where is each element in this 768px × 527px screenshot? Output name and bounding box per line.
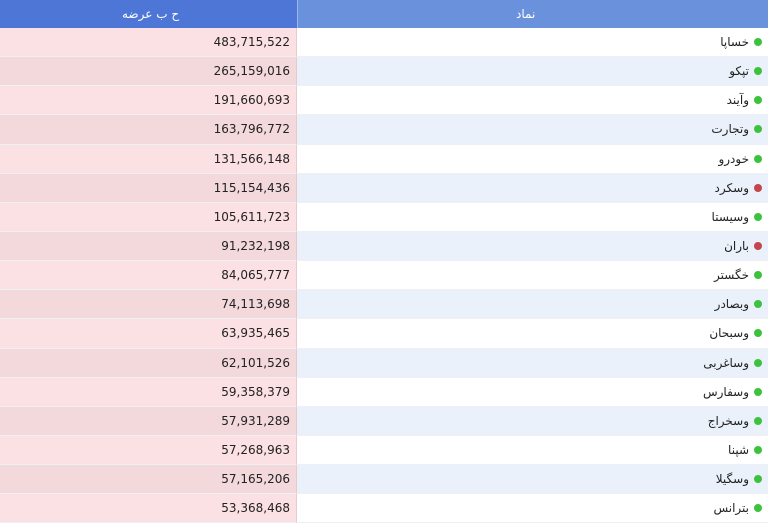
green-dot-icon — [754, 446, 762, 455]
value-cell: 63,935,465 — [0, 319, 297, 349]
symbol-label[interactable]: وسیستا — [711, 209, 749, 224]
table-row[interactable]: 57,165,206 وسگیلا — [0, 465, 768, 495]
symbol-cell[interactable]: خگستر — [297, 261, 768, 291]
value-cell: 53,368,468 — [0, 494, 297, 524]
value-cell: 105,611,723 — [0, 202, 297, 232]
symbol-cell[interactable]: شپنا — [297, 435, 768, 466]
table-row[interactable]: 57,268,963 شپنا — [0, 435, 768, 466]
symbol-label[interactable]: وتجارت — [711, 122, 749, 137]
value-cell: 62,101,526 — [0, 348, 297, 378]
value-cell: 191,660,693 — [0, 86, 297, 116]
symbol-label[interactable]: وآیند — [726, 93, 749, 108]
symbol-cell[interactable]: وساغربی — [297, 348, 768, 378]
symbol-label[interactable]: وسخراج — [707, 413, 749, 428]
table-row[interactable]: 62,101,526 وساغربی — [0, 348, 768, 378]
value-cell: 57,165,206 — [0, 465, 297, 495]
table-row[interactable]: 265,159,016 تپکو — [0, 57, 768, 87]
value-cell: 74,113,698 — [0, 290, 297, 320]
value-cell: 57,931,289 — [0, 406, 297, 436]
symbol-cell[interactable]: خساپا — [297, 28, 768, 58]
table-row[interactable]: 53,368,468 بترانس — [0, 494, 768, 524]
green-dot-icon — [754, 67, 762, 76]
green-dot-icon — [754, 416, 762, 425]
value-cell: 91,232,198 — [0, 231, 297, 262]
green-dot-icon — [754, 329, 762, 338]
symbol-cell[interactable]: وسکرد — [297, 173, 768, 203]
symbol-cell[interactable]: وبصادر — [297, 290, 768, 320]
symbol-cell[interactable]: بترانس — [297, 494, 768, 524]
symbol-label[interactable]: وسفارس — [702, 384, 749, 399]
symbol-label[interactable]: باران — [724, 239, 749, 254]
green-dot-icon — [754, 38, 762, 47]
symbol-label[interactable]: وساغربی — [703, 355, 749, 370]
symbol-label[interactable]: تپکو — [729, 64, 749, 79]
symbol-label[interactable]: شپنا — [728, 443, 749, 458]
symbol-cell[interactable]: وآیند — [297, 86, 768, 116]
symbol-cell[interactable]: باران — [297, 231, 768, 262]
green-dot-icon — [754, 125, 762, 134]
table-row[interactable]: 63,935,465 وسبحان — [0, 319, 768, 349]
value-cell: 57,268,963 — [0, 435, 297, 466]
green-dot-icon — [754, 212, 762, 221]
symbol-label[interactable]: وسکرد — [714, 180, 749, 195]
table-row[interactable]: 105,611,723 وسیستا — [0, 202, 768, 232]
symbol-cell[interactable]: وسفارس — [297, 377, 768, 407]
table-header: ح ب عرضه نماد — [0, 0, 768, 28]
table-row[interactable]: 115,154,436 وسکرد — [0, 173, 768, 203]
green-dot-icon — [754, 358, 762, 367]
green-dot-icon — [754, 96, 762, 105]
table-row[interactable]: 163,796,772 وتجارت — [0, 115, 768, 145]
green-dot-icon — [754, 300, 762, 309]
symbol-cell[interactable]: وسگیلا — [297, 465, 768, 495]
symbol-cell[interactable]: وسبحان — [297, 319, 768, 349]
table-row[interactable]: 59,358,379 وسفارس — [0, 377, 768, 407]
green-dot-icon — [754, 271, 762, 280]
green-dot-icon — [754, 475, 762, 484]
table-row[interactable]: 483,715,522 خساپا — [0, 28, 768, 58]
value-cell: 131,566,148 — [0, 144, 297, 174]
symbol-label[interactable]: وبصادر — [714, 297, 749, 312]
red-dot-icon — [754, 242, 762, 251]
table-body: 483,715,522 خساپا 265,159,016 تپکو 191,660,6… — [0, 28, 768, 524]
column-header-value[interactable]: ح ب عرضه — [0, 0, 297, 28]
symbol-label[interactable]: وسگیلا — [715, 472, 749, 487]
table-row[interactable]: 84,065,777 خگستر — [0, 261, 768, 291]
symbol-cell[interactable]: وتجارت — [297, 115, 768, 145]
symbol-cell[interactable]: خودرو — [297, 144, 768, 174]
table-row[interactable]: 131,566,148 خودرو — [0, 144, 768, 174]
symbol-label[interactable]: وسبحان — [709, 326, 749, 341]
value-cell: 163,796,772 — [0, 115, 297, 145]
table-row[interactable]: 91,232,198 باران — [0, 231, 768, 262]
symbol-cell[interactable]: تپکو — [297, 57, 768, 87]
value-cell: 265,159,016 — [0, 57, 297, 87]
red-dot-icon — [754, 183, 762, 192]
table-row[interactable]: 191,660,693 وآیند — [0, 86, 768, 116]
value-cell: 59,358,379 — [0, 377, 297, 407]
value-cell: 483,715,522 — [0, 28, 297, 58]
table-row[interactable]: 74,113,698 وبصادر — [0, 290, 768, 320]
green-dot-icon — [754, 154, 762, 163]
symbol-label[interactable]: بترانس — [713, 501, 749, 516]
symbol-cell[interactable]: وسیستا — [297, 202, 768, 232]
symbol-label[interactable]: خساپا — [720, 35, 749, 50]
value-cell: 115,154,436 — [0, 173, 297, 203]
green-dot-icon — [754, 387, 762, 396]
green-dot-icon — [754, 504, 762, 513]
column-header-symbol[interactable]: نماد — [297, 0, 768, 28]
symbol-cell[interactable]: وسخراج — [297, 406, 768, 436]
table-row[interactable]: 57,931,289 وسخراج — [0, 406, 768, 436]
symbol-label[interactable]: خودرو — [718, 151, 749, 166]
symbol-label[interactable]: خگستر — [714, 268, 749, 283]
value-cell: 84,065,777 — [0, 261, 297, 291]
